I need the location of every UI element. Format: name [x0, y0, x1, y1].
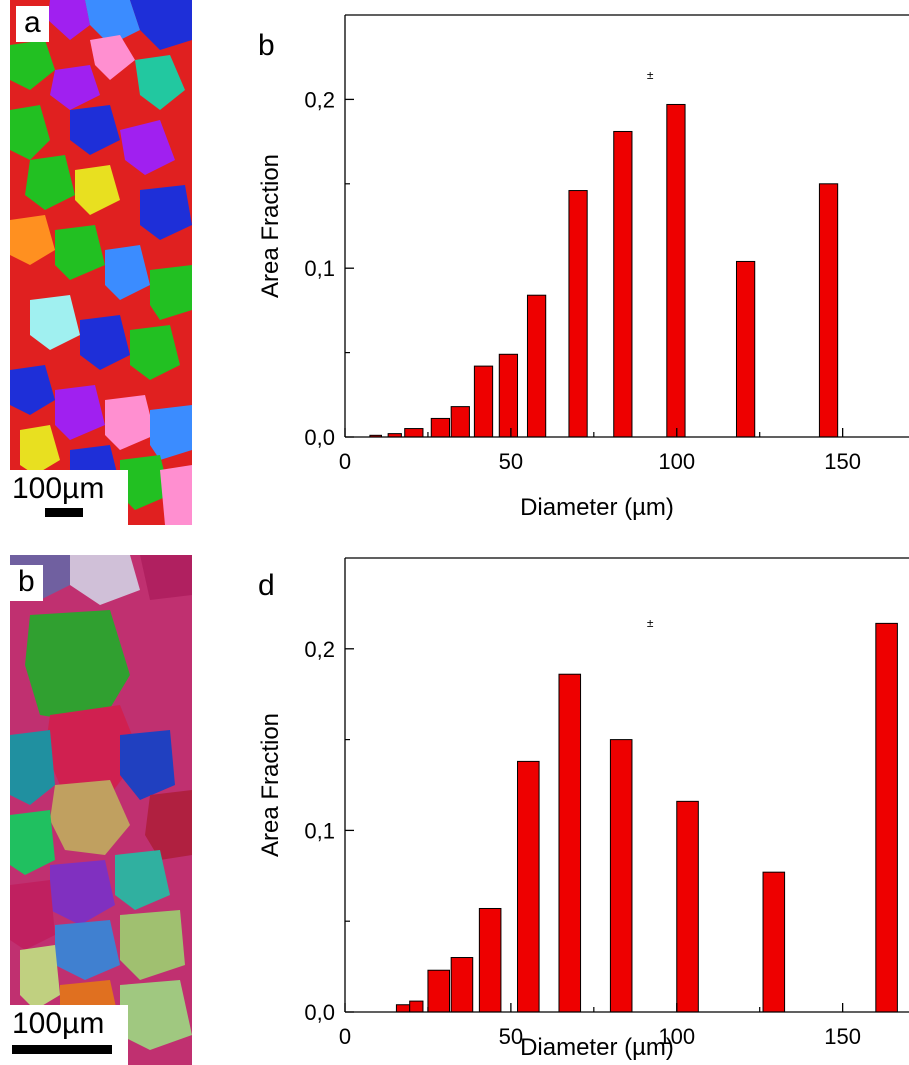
y-tick-label: 0,2	[304, 87, 335, 112]
y-axis-label: Area Fraction	[257, 154, 284, 298]
x-axis-label: Diameter (µm)	[520, 1034, 674, 1061]
chart-b-panel-label: b	[258, 29, 275, 62]
x-tick-label: 0	[339, 449, 351, 474]
micrograph-b-scalebar-box: 100µm	[10, 1005, 128, 1065]
micrograph-a-scalebar-line	[45, 508, 83, 517]
chart-d-plot: 0 50 100 150 0,0 0,1 0,2 Diameter (µm) Area Frac…	[257, 557, 909, 1061]
bar	[395, 1004, 411, 1013]
micrograph-a-scalebar-box: 100µm	[10, 470, 128, 525]
micrograph-a: a 100µm	[10, 0, 192, 525]
y-tick-label: 0,0	[304, 425, 335, 450]
x-tick-label: 100	[658, 449, 695, 474]
bar	[613, 130, 633, 438]
micrograph-a-label: a	[16, 6, 49, 42]
chart-b-svg: b 0 50 100 150 0,0 0,1 0,2 Diameter (µm) Area Fr…	[257, 14, 909, 521]
micrograph-a-image	[10, 0, 192, 525]
x-tick-label: 100	[658, 1024, 695, 1049]
bar	[478, 907, 502, 1013]
bar	[430, 417, 451, 438]
micrograph-b-scalebar-label: 100µm	[12, 1007, 105, 1040]
bar	[762, 871, 786, 1013]
micrograph-b-scalebar-line	[12, 1045, 112, 1054]
bar	[609, 739, 633, 1013]
y-tick-label: 0,1	[304, 256, 335, 281]
bar	[568, 190, 588, 438]
bar	[558, 673, 582, 1013]
bar	[676, 800, 699, 1013]
x-axis-label: Diameter (µm)	[520, 494, 674, 521]
bar	[517, 760, 540, 1013]
annotation: ±	[647, 68, 654, 82]
chart-d: d 0 50 100 150 0,0 0,1 0,2 Diameter (µm) Area Fr…	[0, 530, 909, 1065]
bar	[409, 1000, 424, 1013]
bar	[666, 103, 686, 438]
bar	[450, 957, 474, 1013]
micrograph-a-scalebar-label: 100µm	[12, 472, 105, 505]
x-tick-label: 0	[339, 1024, 351, 1049]
x-tick-label: 150	[824, 449, 861, 474]
chart-b: b 0 50 100 150 0,0 0,1 0,2 Diameter (µm) Area Fr…	[0, 0, 909, 530]
bar	[498, 353, 519, 438]
x-tick-label: 50	[499, 449, 523, 474]
x-tick-label: 50	[499, 1024, 523, 1049]
bar	[450, 406, 470, 438]
bar	[875, 622, 898, 1013]
chart-d-svg: d 0 50 100 150 0,0 0,1 0,2 Diameter (µm) Area Fr…	[257, 557, 909, 1061]
x-tick-label: 150	[824, 1024, 861, 1049]
bar	[818, 183, 839, 438]
y-tick-label: 0,1	[304, 818, 335, 843]
bar	[404, 428, 424, 438]
bar	[427, 969, 451, 1013]
bar	[735, 260, 756, 438]
y-tick-label: 0,0	[304, 1000, 335, 1025]
annotation: ±	[647, 616, 654, 630]
micrograph-b-label: b	[10, 565, 43, 601]
bar	[526, 294, 547, 438]
chart-b-plot: 0 50 100 150 0,0 0,1 0,2 Diameter (µm) Area Frac…	[257, 14, 909, 521]
y-axis-label: Area Fraction	[257, 713, 284, 857]
bar	[473, 365, 494, 438]
y-tick-label: 0,2	[304, 637, 335, 662]
micrograph-b: b 100µm	[10, 555, 192, 1065]
chart-d-panel-label: d	[258, 569, 275, 602]
